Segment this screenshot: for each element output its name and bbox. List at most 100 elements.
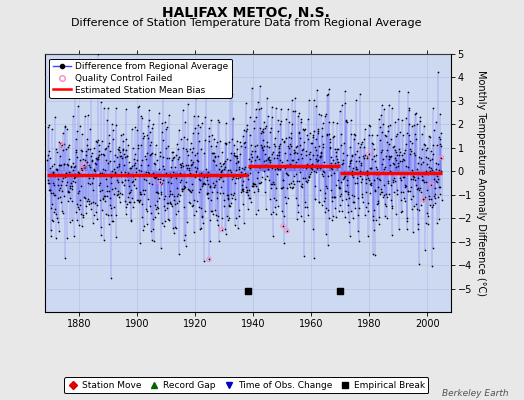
Point bbox=[396, 174, 405, 181]
Point bbox=[397, 197, 405, 203]
Point bbox=[354, 195, 362, 201]
Point bbox=[343, 118, 351, 125]
Point bbox=[185, 146, 194, 152]
Point bbox=[299, 146, 308, 152]
Point bbox=[84, 200, 93, 207]
Point bbox=[316, 165, 324, 171]
Point bbox=[88, 150, 96, 156]
Point bbox=[369, 177, 378, 184]
Point bbox=[276, 166, 285, 172]
Point bbox=[342, 195, 350, 202]
Point bbox=[281, 163, 289, 170]
Point bbox=[46, 187, 54, 193]
Point bbox=[166, 200, 174, 206]
Point bbox=[171, 225, 180, 231]
Point bbox=[214, 153, 222, 160]
Point bbox=[433, 142, 441, 148]
Point bbox=[367, 165, 376, 171]
Point bbox=[414, 220, 423, 227]
Y-axis label: Monthly Temperature Anomaly Difference (°C): Monthly Temperature Anomaly Difference (… bbox=[476, 70, 486, 296]
Point bbox=[406, 188, 414, 194]
Point bbox=[220, 159, 228, 166]
Point bbox=[236, 151, 244, 157]
Point bbox=[372, 158, 380, 164]
Point bbox=[100, 152, 108, 159]
Point bbox=[71, 173, 80, 180]
Point bbox=[356, 141, 365, 147]
Point bbox=[365, 123, 374, 129]
Point bbox=[215, 190, 224, 196]
Point bbox=[81, 163, 89, 170]
Point bbox=[265, 157, 274, 163]
Point bbox=[90, 160, 99, 166]
Point bbox=[170, 224, 179, 230]
Point bbox=[292, 144, 300, 150]
Point bbox=[364, 208, 373, 215]
Point bbox=[333, 120, 342, 126]
Point bbox=[98, 170, 106, 177]
Point bbox=[193, 113, 202, 119]
Point bbox=[411, 152, 419, 158]
Point bbox=[165, 193, 173, 199]
Point bbox=[194, 188, 203, 195]
Point bbox=[246, 170, 255, 176]
Point bbox=[236, 174, 244, 180]
Point bbox=[381, 213, 389, 219]
Point bbox=[48, 180, 57, 186]
Point bbox=[50, 191, 58, 198]
Point bbox=[82, 136, 91, 142]
Point bbox=[180, 237, 189, 243]
Point bbox=[370, 188, 379, 195]
Point bbox=[410, 111, 419, 118]
Point bbox=[285, 181, 293, 187]
Point bbox=[325, 144, 334, 150]
Point bbox=[319, 141, 327, 147]
Point bbox=[234, 159, 243, 165]
Point bbox=[141, 206, 150, 212]
Point bbox=[134, 104, 142, 110]
Point bbox=[335, 185, 343, 192]
Point bbox=[115, 194, 123, 201]
Point bbox=[336, 142, 345, 148]
Point bbox=[399, 132, 407, 138]
Point bbox=[216, 137, 224, 144]
Point bbox=[282, 162, 291, 168]
Point bbox=[95, 148, 104, 155]
Point bbox=[386, 162, 394, 168]
Point bbox=[202, 173, 211, 180]
Point bbox=[86, 181, 95, 187]
Point bbox=[326, 139, 334, 145]
Point bbox=[135, 199, 144, 205]
Point bbox=[91, 170, 100, 177]
Point bbox=[288, 97, 296, 104]
Point bbox=[113, 163, 121, 170]
Point bbox=[68, 198, 77, 204]
Point bbox=[130, 162, 138, 168]
Point bbox=[291, 149, 299, 156]
Point bbox=[329, 213, 337, 219]
Point bbox=[171, 171, 179, 177]
Point bbox=[83, 142, 91, 148]
Point bbox=[422, 220, 431, 226]
Point bbox=[352, 166, 360, 172]
Point bbox=[336, 288, 345, 294]
Text: Berkeley Earth: Berkeley Earth bbox=[442, 389, 508, 398]
Point bbox=[427, 182, 435, 188]
Point bbox=[170, 230, 179, 236]
Point bbox=[220, 166, 228, 172]
Point bbox=[270, 140, 278, 147]
Point bbox=[205, 133, 214, 139]
Point bbox=[307, 164, 315, 170]
Point bbox=[425, 196, 433, 202]
Point bbox=[215, 118, 223, 125]
Point bbox=[124, 142, 133, 148]
Point bbox=[195, 170, 203, 177]
Point bbox=[422, 168, 430, 174]
Point bbox=[331, 205, 340, 212]
Point bbox=[64, 188, 72, 194]
Point bbox=[209, 150, 217, 156]
Point bbox=[237, 187, 246, 193]
Point bbox=[381, 201, 389, 207]
Point bbox=[392, 164, 400, 171]
Point bbox=[178, 160, 187, 166]
